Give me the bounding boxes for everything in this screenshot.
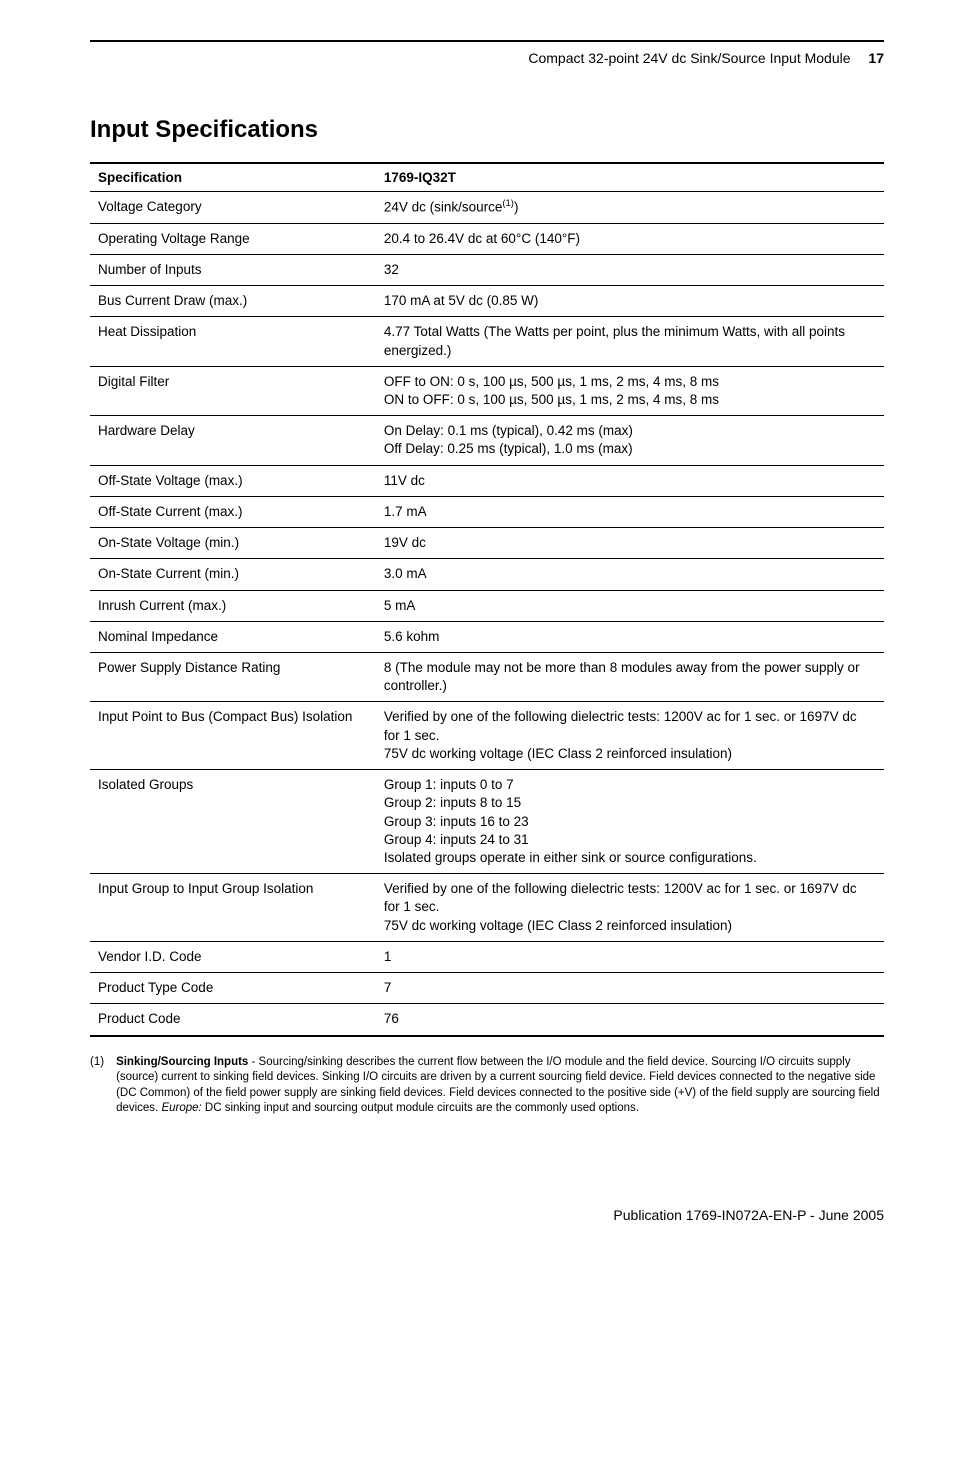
spec-cell: Isolated Groups — [90, 770, 376, 874]
value-cell: Verified by one of the following dielect… — [376, 874, 884, 942]
spec-cell: Product Type Code — [90, 973, 376, 1004]
value-cell: 76 — [376, 1004, 884, 1036]
table-row: Off-State Voltage (max.)11V dc — [90, 465, 884, 496]
spec-cell: Off-State Voltage (max.) — [90, 465, 376, 496]
value-cell: 5.6 kohm — [376, 621, 884, 652]
value-cell: 11V dc — [376, 465, 884, 496]
spec-cell: Power Supply Distance Rating — [90, 653, 376, 702]
value-cell: 5 mA — [376, 590, 884, 621]
page-header: Compact 32-point 24V dc Sink/Source Inpu… — [90, 50, 884, 66]
value-cell: 3.0 mA — [376, 559, 884, 590]
value-cell: 20.4 to 26.4V dc at 60°C (140°F) — [376, 223, 884, 254]
footnote-marker: (1) — [90, 1055, 104, 1117]
footnote: (1) Sinking/Sourcing Inputs - Sourcing/s… — [90, 1055, 884, 1117]
header-rule — [90, 40, 884, 42]
value-cell: 170 mA at 5V dc (0.85 W) — [376, 286, 884, 317]
value-cell: 4.77 Total Watts (The Watts per point, p… — [376, 317, 884, 366]
value-cell: 24V dc (sink/source(1)) — [376, 192, 884, 224]
value-cell: Group 1: inputs 0 to 7Group 2: inputs 8 … — [376, 770, 884, 874]
spec-cell: Number of Inputs — [90, 254, 376, 285]
table-row: Isolated GroupsGroup 1: inputs 0 to 7Gro… — [90, 770, 884, 874]
table-row: Operating Voltage Range20.4 to 26.4V dc … — [90, 223, 884, 254]
spec-cell: Inrush Current (max.) — [90, 590, 376, 621]
spec-cell: Digital Filter — [90, 366, 376, 415]
spec-cell: Bus Current Draw (max.) — [90, 286, 376, 317]
spec-cell: On-State Current (min.) — [90, 559, 376, 590]
value-cell: Verified by one of the following dielect… — [376, 702, 884, 770]
spec-cell: Nominal Impedance — [90, 621, 376, 652]
value-cell: 7 — [376, 973, 884, 1004]
header-title: Compact 32-point 24V dc Sink/Source Inpu… — [528, 50, 850, 66]
table-row: Vendor I.D. Code1 — [90, 941, 884, 972]
spec-cell: Heat Dissipation — [90, 317, 376, 366]
value-cell: On Delay: 0.1 ms (typical), 0.42 ms (max… — [376, 416, 884, 465]
value-cell: 1.7 mA — [376, 496, 884, 527]
table-row: Heat Dissipation4.77 Total Watts (The Wa… — [90, 317, 884, 366]
spec-cell: Hardware Delay — [90, 416, 376, 465]
table-row: Hardware DelayOn Delay: 0.1 ms (typical)… — [90, 416, 884, 465]
table-row: Product Type Code7 — [90, 973, 884, 1004]
spec-table: Specification 1769-IQ32T Voltage Categor… — [90, 162, 884, 1037]
table-row: Bus Current Draw (max.)170 mA at 5V dc (… — [90, 286, 884, 317]
spec-cell: Off-State Current (max.) — [90, 496, 376, 527]
value-cell: 8 (The module may not be more than 8 mod… — [376, 653, 884, 702]
spec-cell: Input Point to Bus (Compact Bus) Isolati… — [90, 702, 376, 770]
spec-cell: Voltage Category — [90, 192, 376, 224]
table-row: Nominal Impedance5.6 kohm — [90, 621, 884, 652]
table-row: Product Code76 — [90, 1004, 884, 1036]
table-row: Inrush Current (max.)5 mA — [90, 590, 884, 621]
spec-cell: Product Code — [90, 1004, 376, 1036]
table-row: Digital FilterOFF to ON: 0 s, 100 µs, 50… — [90, 366, 884, 415]
value-cell: 19V dc — [376, 528, 884, 559]
footer-publication: Publication 1769-IN072A-EN-P - June 2005 — [90, 1207, 884, 1223]
table-row: On-State Voltage (min.)19V dc — [90, 528, 884, 559]
spec-cell: Operating Voltage Range — [90, 223, 376, 254]
table-row: Off-State Current (max.)1.7 mA — [90, 496, 884, 527]
header-page-number: 17 — [868, 50, 884, 66]
value-cell: 1 — [376, 941, 884, 972]
table-row: Number of Inputs32 — [90, 254, 884, 285]
value-cell: 32 — [376, 254, 884, 285]
value-cell: OFF to ON: 0 s, 100 µs, 500 µs, 1 ms, 2 … — [376, 366, 884, 415]
spec-cell: Input Group to Input Group Isolation — [90, 874, 376, 942]
table-header-val: 1769-IQ32T — [376, 163, 884, 192]
table-row: Power Supply Distance Rating8 (The modul… — [90, 653, 884, 702]
footnote-ital: Europe: — [161, 1102, 201, 1114]
spec-cell: On-State Voltage (min.) — [90, 528, 376, 559]
footnote-bold: Sinking/Sourcing Inputs — [116, 1056, 248, 1068]
table-row: Input Group to Input Group IsolationVeri… — [90, 874, 884, 942]
table-row: Input Point to Bus (Compact Bus) Isolati… — [90, 702, 884, 770]
section-title: Input Specifications — [90, 116, 884, 144]
table-header-spec: Specification — [90, 163, 376, 192]
spec-cell: Vendor I.D. Code — [90, 941, 376, 972]
table-row: Voltage Category24V dc (sink/source(1)) — [90, 192, 884, 224]
table-row: On-State Current (min.)3.0 mA — [90, 559, 884, 590]
footnote-text2: DC sinking input and sourcing output mod… — [202, 1102, 639, 1114]
footnote-body: Sinking/Sourcing Inputs - Sourcing/sinki… — [116, 1055, 884, 1117]
